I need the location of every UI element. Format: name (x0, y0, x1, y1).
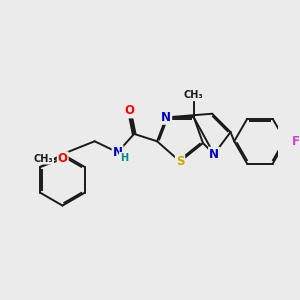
Text: CH₃: CH₃ (34, 154, 53, 164)
Text: O: O (58, 152, 68, 165)
Text: F: F (292, 135, 300, 148)
Text: N: N (209, 148, 219, 160)
Text: N: N (161, 111, 171, 124)
Text: O: O (124, 104, 134, 118)
Text: H: H (120, 153, 128, 163)
Text: N: N (112, 146, 123, 159)
Text: S: S (176, 155, 184, 168)
Text: CH₃: CH₃ (184, 90, 204, 100)
